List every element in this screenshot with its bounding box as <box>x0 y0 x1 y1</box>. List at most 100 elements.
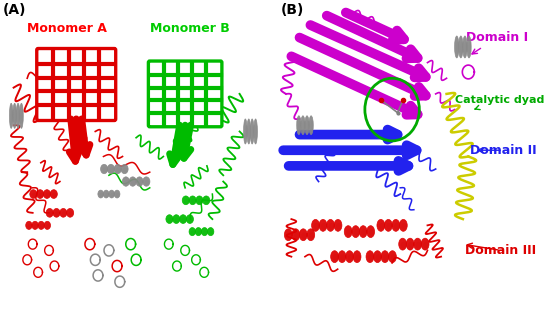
Ellipse shape <box>124 180 129 185</box>
Ellipse shape <box>399 219 407 231</box>
Ellipse shape <box>123 167 128 173</box>
Text: Monomer B: Monomer B <box>150 22 229 35</box>
Ellipse shape <box>373 251 381 263</box>
Ellipse shape <box>309 232 315 239</box>
Ellipse shape <box>399 238 406 250</box>
Ellipse shape <box>179 215 186 223</box>
Ellipse shape <box>468 41 471 54</box>
Ellipse shape <box>346 229 352 236</box>
FancyBboxPatch shape <box>37 49 116 121</box>
Ellipse shape <box>136 177 143 186</box>
Ellipse shape <box>173 215 180 223</box>
Ellipse shape <box>361 229 367 236</box>
Ellipse shape <box>188 218 194 223</box>
Ellipse shape <box>197 199 203 204</box>
Ellipse shape <box>197 230 202 235</box>
Text: Domain II: Domain II <box>470 144 536 157</box>
Ellipse shape <box>384 219 392 231</box>
Ellipse shape <box>327 219 334 231</box>
Ellipse shape <box>296 116 301 135</box>
Ellipse shape <box>401 223 407 230</box>
Ellipse shape <box>50 190 57 198</box>
Ellipse shape <box>464 41 468 54</box>
Ellipse shape <box>53 208 60 217</box>
Ellipse shape <box>460 41 463 54</box>
Ellipse shape <box>186 215 194 223</box>
Ellipse shape <box>203 230 208 235</box>
Ellipse shape <box>98 190 103 198</box>
Ellipse shape <box>101 164 108 174</box>
Ellipse shape <box>181 218 186 223</box>
Ellipse shape <box>301 116 305 135</box>
Ellipse shape <box>26 221 32 229</box>
Ellipse shape <box>336 223 342 230</box>
Ellipse shape <box>191 230 196 235</box>
Ellipse shape <box>195 228 202 236</box>
Ellipse shape <box>18 109 20 124</box>
Ellipse shape <box>286 232 292 239</box>
Ellipse shape <box>32 221 39 229</box>
Ellipse shape <box>299 229 307 241</box>
Ellipse shape <box>122 177 129 186</box>
Ellipse shape <box>114 164 122 174</box>
Ellipse shape <box>46 224 51 229</box>
Ellipse shape <box>9 103 13 128</box>
Ellipse shape <box>340 254 346 261</box>
Ellipse shape <box>421 238 429 250</box>
Ellipse shape <box>250 119 254 144</box>
Ellipse shape <box>338 251 346 263</box>
Ellipse shape <box>248 125 251 140</box>
Ellipse shape <box>423 242 429 249</box>
Ellipse shape <box>109 167 114 173</box>
Ellipse shape <box>100 192 104 198</box>
Ellipse shape <box>45 192 51 198</box>
Ellipse shape <box>116 167 122 173</box>
Ellipse shape <box>143 177 150 186</box>
Ellipse shape <box>60 208 67 217</box>
Ellipse shape <box>174 218 180 223</box>
Text: (B): (B) <box>280 3 304 17</box>
Ellipse shape <box>247 119 251 144</box>
Ellipse shape <box>400 242 406 249</box>
Ellipse shape <box>52 192 57 198</box>
Text: Domain I: Domain I <box>466 31 528 54</box>
Ellipse shape <box>292 229 300 241</box>
Ellipse shape <box>105 192 109 198</box>
Ellipse shape <box>189 228 195 236</box>
Ellipse shape <box>68 211 74 216</box>
Ellipse shape <box>39 192 43 198</box>
Ellipse shape <box>207 228 214 236</box>
Ellipse shape <box>62 211 67 216</box>
Ellipse shape <box>306 121 310 132</box>
Ellipse shape <box>44 221 51 229</box>
Ellipse shape <box>189 196 196 205</box>
Ellipse shape <box>48 211 53 216</box>
Ellipse shape <box>131 180 136 185</box>
Ellipse shape <box>67 208 74 217</box>
Ellipse shape <box>129 177 136 186</box>
Ellipse shape <box>334 219 342 231</box>
Ellipse shape <box>354 229 360 236</box>
Ellipse shape <box>31 192 37 198</box>
Ellipse shape <box>30 190 37 198</box>
Ellipse shape <box>298 121 301 132</box>
Ellipse shape <box>40 224 45 229</box>
Ellipse shape <box>46 208 53 217</box>
Ellipse shape <box>209 230 214 235</box>
Ellipse shape <box>331 251 338 263</box>
Ellipse shape <box>390 254 396 261</box>
Ellipse shape <box>201 228 208 236</box>
Ellipse shape <box>252 125 254 140</box>
Ellipse shape <box>319 219 327 231</box>
Ellipse shape <box>415 242 421 249</box>
Ellipse shape <box>344 226 352 238</box>
Ellipse shape <box>103 190 109 198</box>
Ellipse shape <box>328 223 334 230</box>
Ellipse shape <box>355 254 361 261</box>
Text: Domain III: Domain III <box>465 243 536 257</box>
Ellipse shape <box>13 103 16 128</box>
FancyBboxPatch shape <box>148 61 222 127</box>
Ellipse shape <box>367 226 375 238</box>
Ellipse shape <box>394 223 400 230</box>
Ellipse shape <box>368 229 375 236</box>
